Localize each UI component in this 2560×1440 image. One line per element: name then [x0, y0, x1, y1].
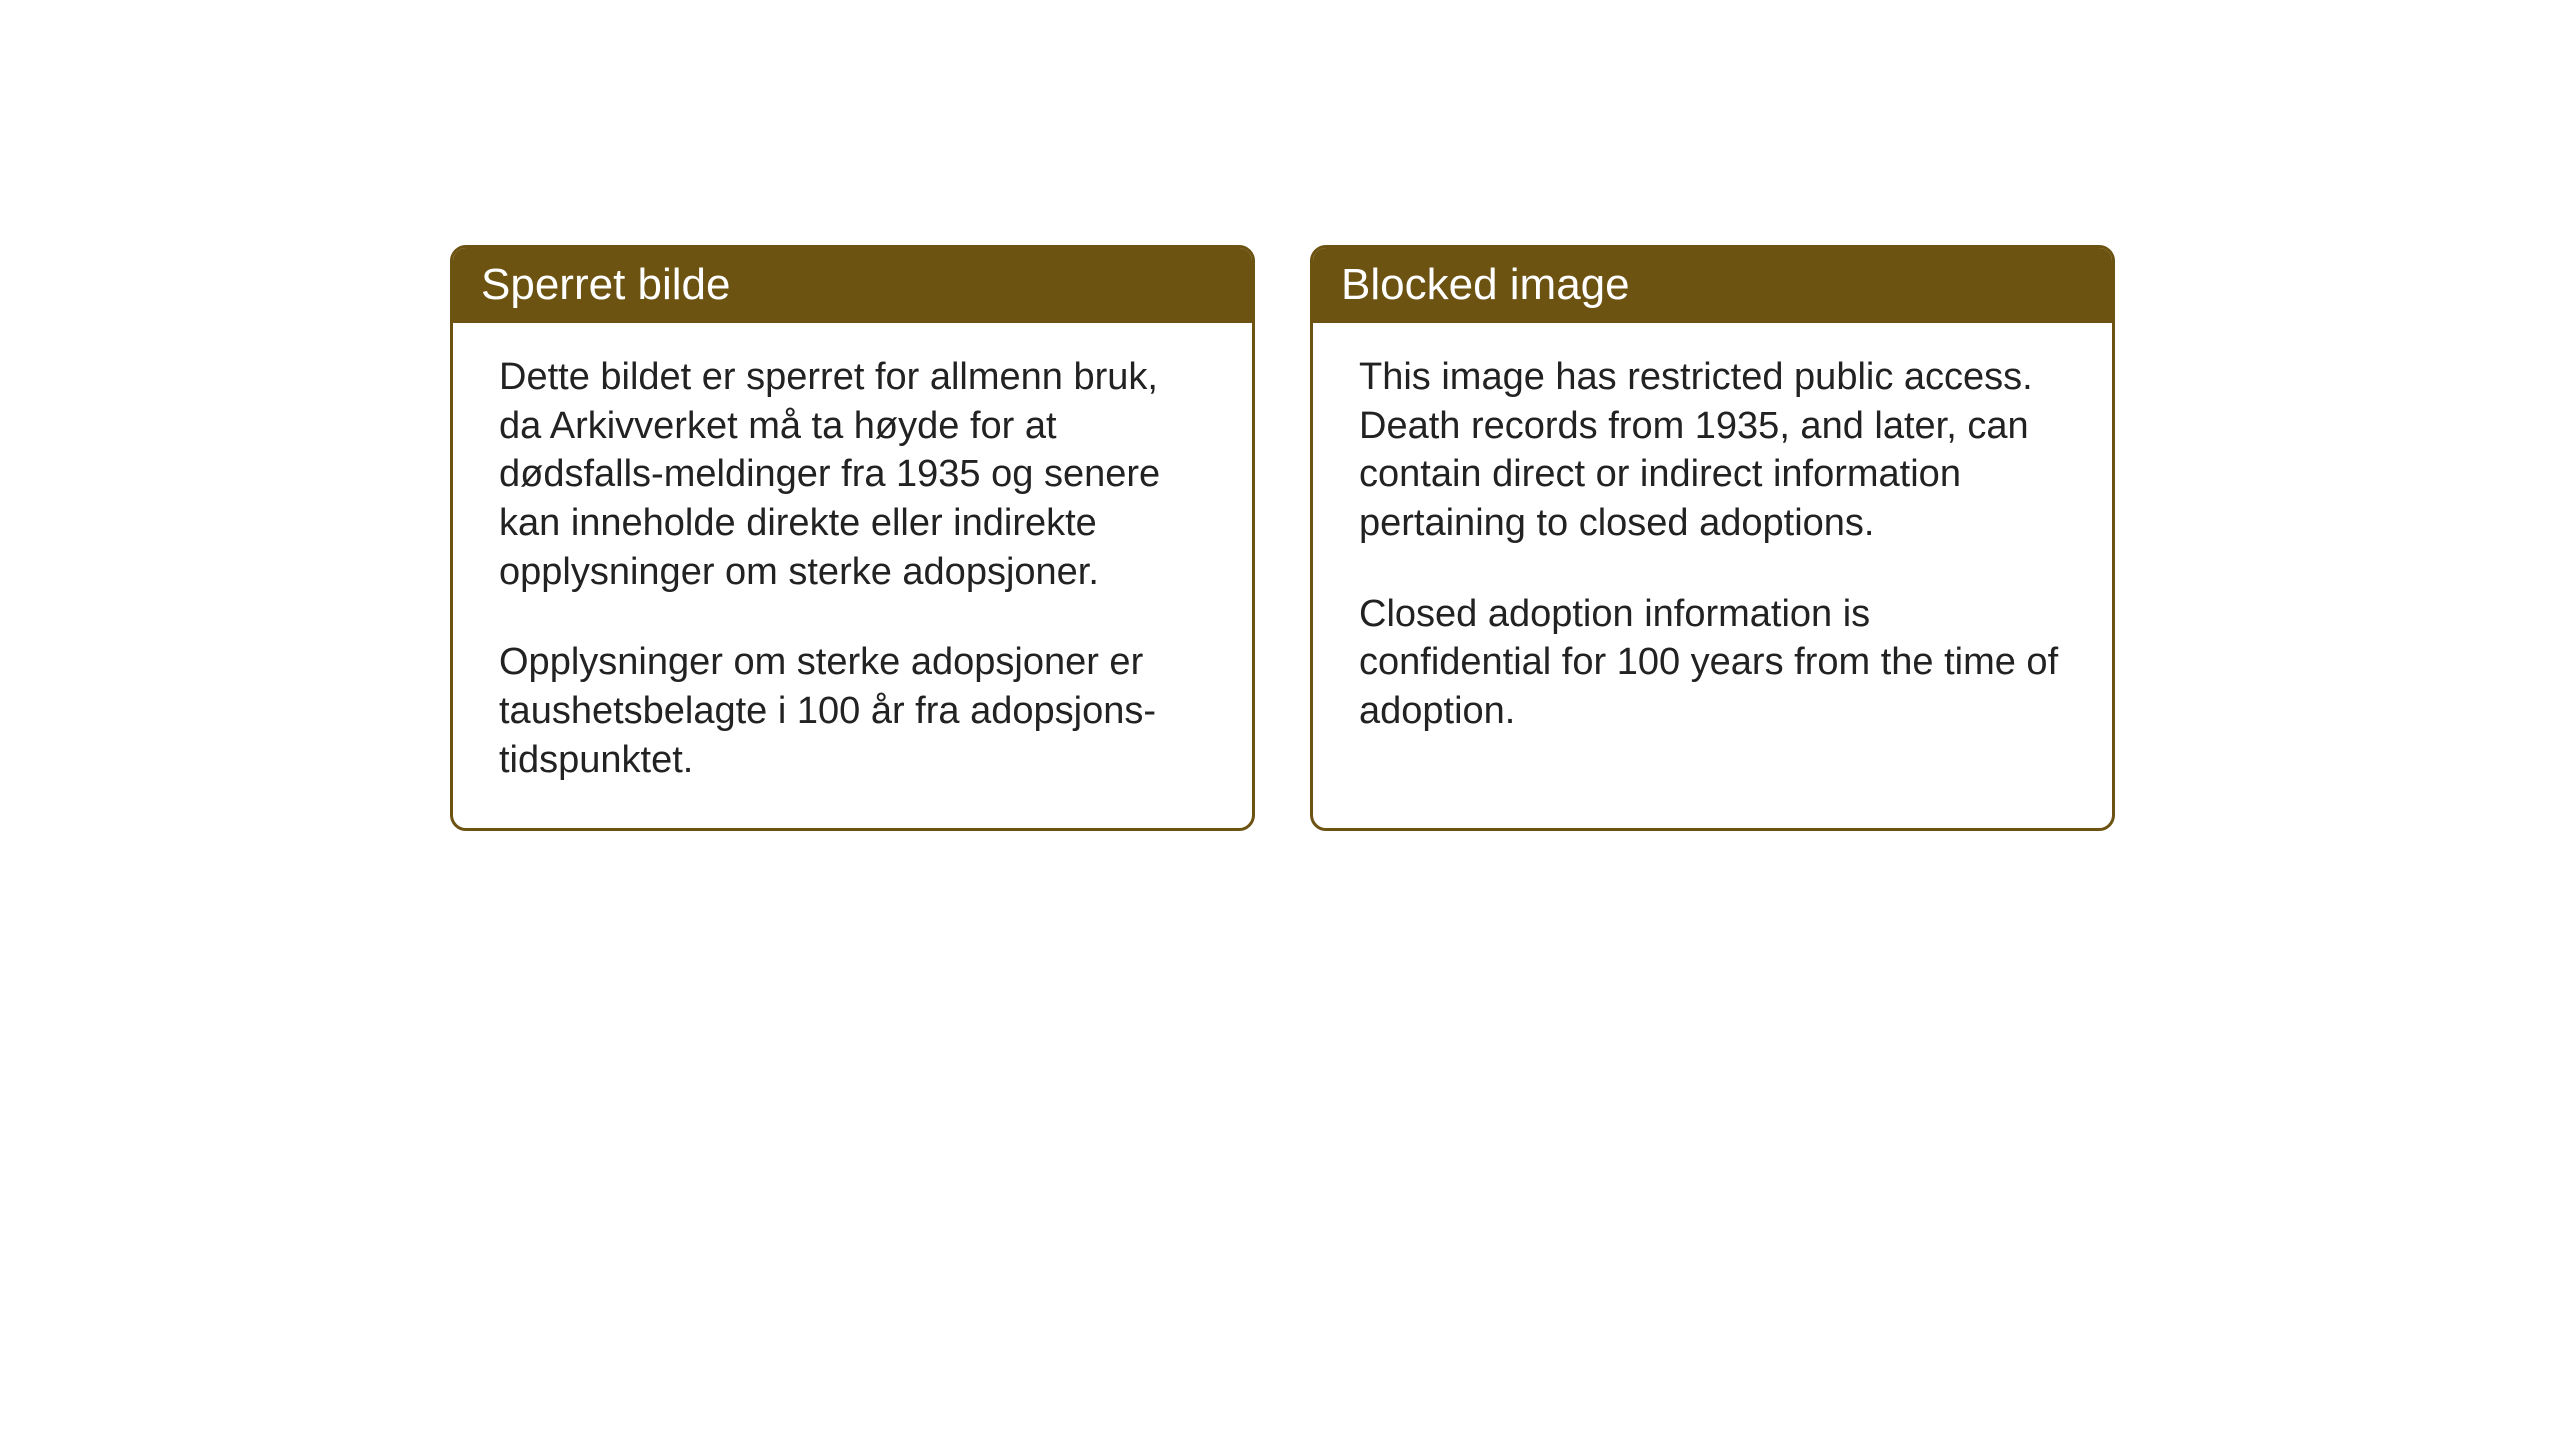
- card-paragraph-english-1: This image has restricted public access.…: [1359, 353, 2066, 548]
- card-paragraph-norwegian-1: Dette bildet er sperret for allmenn bruk…: [499, 353, 1206, 596]
- notice-card-norwegian: Sperret bilde Dette bildet er sperret fo…: [450, 245, 1255, 831]
- cards-container: Sperret bilde Dette bildet er sperret fo…: [450, 245, 2115, 831]
- card-header-english: Blocked image: [1313, 248, 2112, 323]
- card-body-english: This image has restricted public access.…: [1313, 323, 2112, 779]
- card-header-norwegian: Sperret bilde: [453, 248, 1252, 323]
- notice-card-english: Blocked image This image has restricted …: [1310, 245, 2115, 831]
- card-title-norwegian: Sperret bilde: [481, 260, 730, 309]
- card-paragraph-norwegian-2: Opplysninger om sterke adopsjoner er tau…: [499, 638, 1206, 784]
- card-title-english: Blocked image: [1341, 260, 1630, 309]
- card-paragraph-english-2: Closed adoption information is confident…: [1359, 590, 2066, 736]
- card-body-norwegian: Dette bildet er sperret for allmenn bruk…: [453, 323, 1252, 828]
